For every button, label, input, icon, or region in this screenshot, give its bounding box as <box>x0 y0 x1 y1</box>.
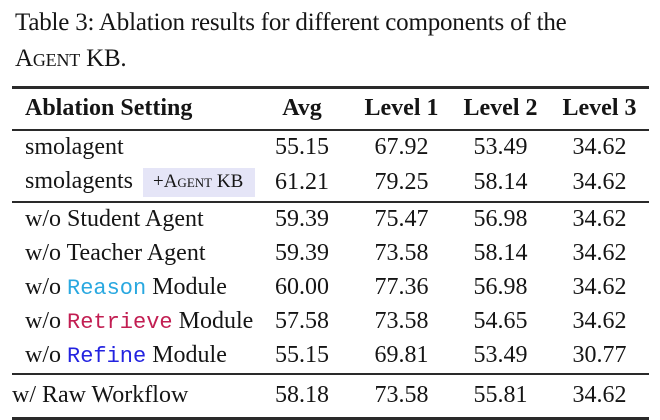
row-label: smolagents +Agent KB <box>12 165 256 202</box>
cell-value: 56.98 <box>473 206 528 232</box>
column-header-avg: Avg <box>252 87 352 131</box>
caption-text: Table 3: Ablation results for different … <box>15 9 567 36</box>
cell-value: 61.21 <box>275 169 329 195</box>
column-header-level-3: Level 3 <box>550 87 649 131</box>
table-row: w/o Teacher Agent 59.39 73.58 58.14 34.6… <box>12 237 649 271</box>
row-label: w/ Raw Workflow <box>12 382 189 408</box>
cell-value: 79.25 <box>374 169 429 195</box>
row-label: smolagent <box>25 134 124 160</box>
cell-value: 60.00 <box>275 274 329 300</box>
cell-value: 73.58 <box>374 382 429 408</box>
table-row: w/o Student Agent 59.39 75.47 56.98 34.6… <box>12 202 649 237</box>
table-row: w/ Raw Workflow 58.18 73.58 55.81 34.62 <box>12 374 649 419</box>
cell-value: 57.58 <box>275 308 329 334</box>
ablation-results-table: Ablation Setting Avg Level 1 Level 2 Lev… <box>12 86 649 420</box>
agent-kb-badge: +Agent KB <box>143 168 256 197</box>
cell-value: 53.49 <box>473 134 528 160</box>
table-row: w/o Reason Module 60.00 77.36 56.98 34.6… <box>12 271 649 305</box>
cell-value: 67.92 <box>374 134 429 160</box>
cell-value: 34.62 <box>572 206 627 232</box>
row-label: w/o Retrieve Module <box>25 308 254 335</box>
row-label: w/o Student Agent <box>25 206 204 232</box>
column-header-ablation-setting: Ablation Setting <box>12 87 252 131</box>
header-row: Ablation Setting Avg Level 1 Level 2 Lev… <box>12 87 649 131</box>
baseline-group: smolagent 55.15 67.92 53.49 34.62 smolag… <box>12 130 649 202</box>
cell-value: 55.15 <box>275 342 329 368</box>
table-caption: Table 3: Ablation results for different … <box>0 0 660 77</box>
cell-value: 59.39 <box>275 206 329 232</box>
raw-workflow-group: w/ Raw Workflow 58.18 73.58 55.81 34.62 <box>12 374 649 419</box>
row-label: w/o Refine Module <box>25 342 227 369</box>
cell-value: 58.14 <box>473 169 528 195</box>
cell-value: 34.62 <box>572 240 627 266</box>
cell-value: 30.77 <box>572 342 627 368</box>
cell-value: 55.15 <box>275 134 329 160</box>
table-row: w/o Retrieve Module 57.58 73.58 54.65 34… <box>12 305 649 339</box>
refine-module-label: Refine <box>67 344 147 369</box>
cell-value: 56.98 <box>473 274 528 300</box>
cell-value: 55.81 <box>473 382 528 408</box>
row-label: w/o Reason Module <box>25 274 227 301</box>
cell-value: 73.58 <box>374 240 429 266</box>
cell-value: 53.49 <box>473 342 528 368</box>
cell-value: 58.18 <box>275 382 329 408</box>
table-header: Ablation Setting Avg Level 1 Level 2 Lev… <box>12 87 649 131</box>
cell-value: 58.14 <box>473 240 528 266</box>
caption-brand: Agent KB <box>15 45 121 72</box>
cell-value: 59.39 <box>275 240 329 266</box>
retrieve-module-label: Retrieve <box>67 310 173 335</box>
cell-value: 34.62 <box>572 169 627 195</box>
cell-value: 54.65 <box>473 308 528 334</box>
table-row: w/o Refine Module 55.15 69.81 53.49 30.7… <box>12 339 649 374</box>
cell-value: 75.47 <box>374 206 429 232</box>
cell-value: 77.36 <box>374 274 429 300</box>
caption-period: . <box>120 45 127 72</box>
reason-module-label: Reason <box>67 276 147 301</box>
cell-value: 34.62 <box>572 308 627 334</box>
table-row: smolagent 55.15 67.92 53.49 34.62 <box>12 130 649 165</box>
cell-value: 34.62 <box>572 134 627 160</box>
column-header-level-1: Level 1 <box>352 87 451 131</box>
table-row: smolagents +Agent KB 61.21 79.25 58.14 34… <box>12 165 649 202</box>
column-header-level-2: Level 2 <box>451 87 550 131</box>
component-ablation-group: w/o Student Agent 59.39 75.47 56.98 34.6… <box>12 202 649 374</box>
cell-value: 73.58 <box>374 308 429 334</box>
cell-value: 69.81 <box>374 342 429 368</box>
cell-value: 34.62 <box>572 274 627 300</box>
cell-value: 34.62 <box>572 382 627 408</box>
row-label: w/o Teacher Agent <box>25 240 206 266</box>
